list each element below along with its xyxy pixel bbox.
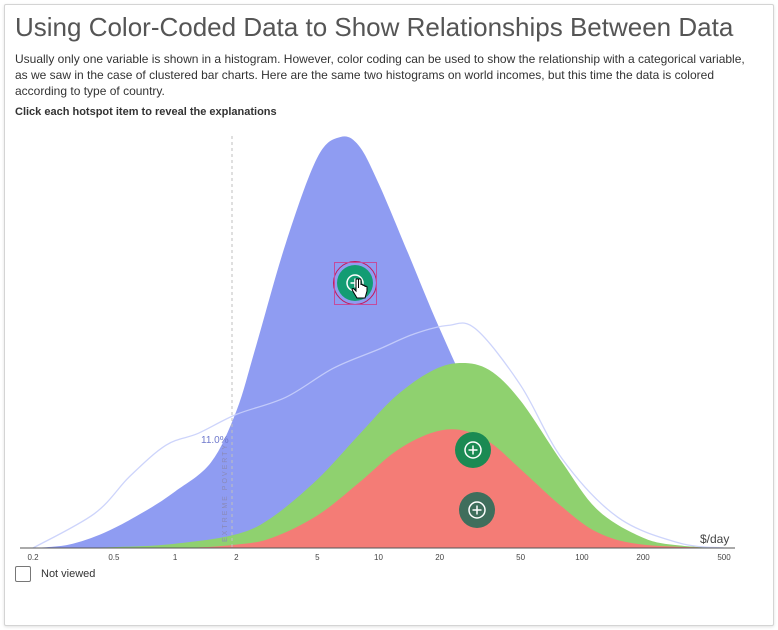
poverty-percentage-annotation: 11.0% [201,435,229,446]
series-total-area [33,136,724,548]
x-tick-label: 200 [636,553,650,562]
viewed-status-label: Not viewed [41,568,96,580]
x-tick-label: 0.2 [27,553,39,562]
series-high-income-area [33,429,724,548]
instruction-text: Click each hotspot item to reveal the ex… [15,106,277,118]
x-tick-label: 0.5 [108,553,120,562]
x-tick-label: 5 [315,553,320,562]
x-tick-label: 10 [374,553,383,562]
x-tick-label: 20 [435,553,444,562]
viewed-checkbox[interactable] [15,566,31,582]
hotspot-middle-income[interactable] [455,432,491,468]
series-outline-line [32,322,725,549]
hand-cursor-icon [351,278,368,299]
hotspot-high-income[interactable] [459,492,495,528]
intro-text: Usually only one variable is shown in a … [15,52,745,98]
plus-circle-icon [464,441,482,459]
x-unit-label: $/day [700,532,729,546]
extreme-poverty-label: EXTREME POVERTY [222,443,229,542]
plus-circle-icon [468,501,486,519]
page-title: Using Color-Coded Data to Show Relations… [15,12,734,42]
x-tick-label: 1 [173,553,178,562]
viewed-status: Not viewed [15,566,95,582]
x-tick-label: 100 [575,553,589,562]
x-tick-label: 50 [516,553,525,562]
x-tick-label: 500 [717,553,731,562]
x-tick-label: 2 [234,553,239,562]
